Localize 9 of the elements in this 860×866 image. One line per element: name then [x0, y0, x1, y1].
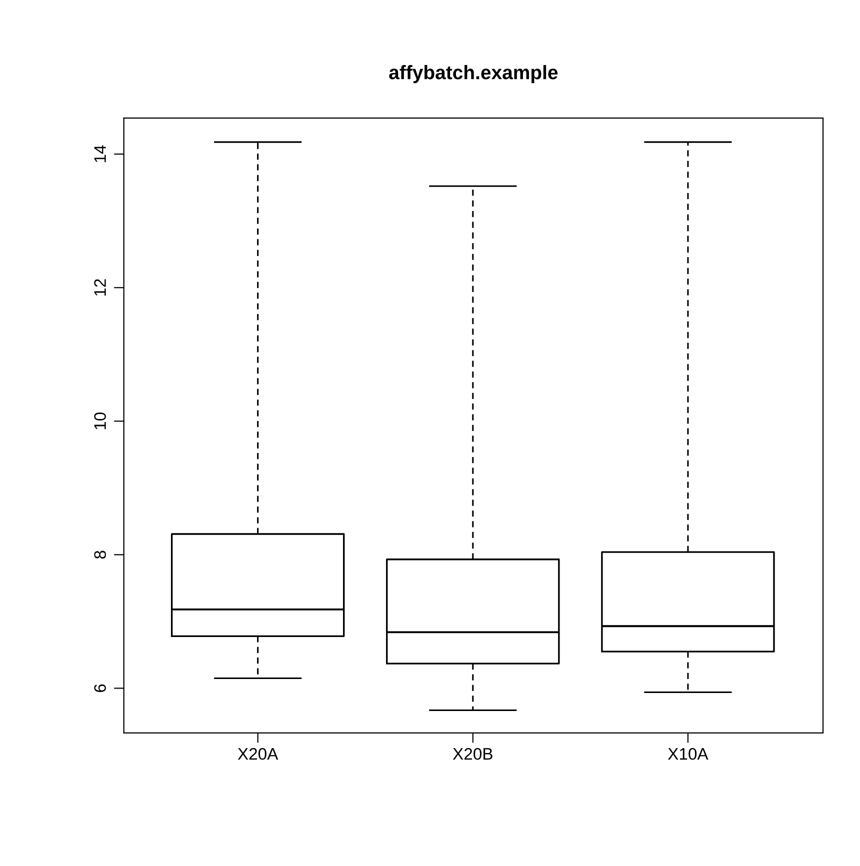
chart-title: affybatch.example [389, 65, 558, 84]
x-tick-label: X20B [452, 748, 492, 760]
y-tick-label: 6 [94, 684, 106, 692]
y-tick-label: 10 [94, 412, 106, 430]
x-tick-label: X20A [238, 748, 278, 760]
y-tick-label: 14 [94, 145, 106, 162]
y-tick-label: 8 [94, 550, 106, 559]
y-tick-label: 12 [94, 279, 106, 296]
x-tick-label: X10A [668, 748, 708, 760]
